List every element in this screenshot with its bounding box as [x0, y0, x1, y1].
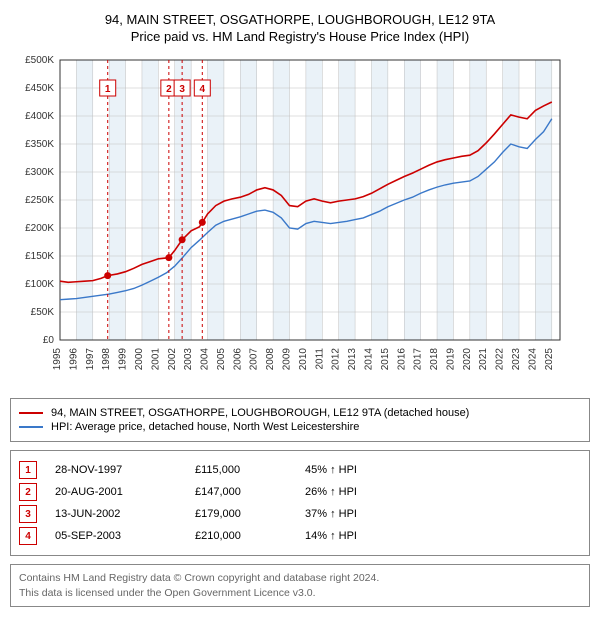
svg-text:£350K: £350K [25, 139, 54, 150]
transaction-marker: 4 [19, 527, 37, 545]
title-line-1: 94, MAIN STREET, OSGATHORPE, LOUGHBOROUG… [10, 12, 590, 27]
transaction-row: 3 13-JUN-2002£179,00037% ↑ HPI [19, 505, 581, 523]
svg-text:1997: 1997 [85, 348, 96, 371]
svg-text:1: 1 [105, 84, 111, 95]
svg-text:2019: 2019 [445, 348, 456, 371]
svg-text:2017: 2017 [413, 348, 424, 371]
svg-text:2024: 2024 [527, 348, 538, 371]
svg-text:2020: 2020 [462, 348, 473, 371]
transaction-date: 20-AUG-2001 [55, 486, 195, 498]
svg-text:2002: 2002 [167, 348, 178, 371]
svg-text:2009: 2009 [282, 348, 293, 371]
transaction-pct: 37% ↑ HPI [305, 508, 415, 520]
svg-text:2016: 2016 [396, 348, 407, 371]
svg-text:£100K: £100K [25, 279, 54, 290]
svg-text:3: 3 [179, 84, 185, 95]
svg-text:2005: 2005 [216, 348, 227, 371]
transaction-date: 05-SEP-2003 [55, 530, 195, 542]
legend-item: 94, MAIN STREET, OSGATHORPE, LOUGHBOROUG… [19, 407, 581, 419]
svg-text:2001: 2001 [150, 348, 161, 371]
svg-text:1999: 1999 [118, 348, 129, 371]
transaction-pct: 26% ↑ HPI [305, 486, 415, 498]
svg-text:2: 2 [166, 84, 172, 95]
svg-text:2018: 2018 [429, 348, 440, 371]
legend-swatch [19, 426, 43, 428]
chart-title-block: 94, MAIN STREET, OSGATHORPE, LOUGHBOROUG… [10, 12, 590, 44]
transaction-pct: 45% ↑ HPI [305, 464, 415, 476]
svg-text:2022: 2022 [495, 348, 506, 371]
transaction-date: 13-JUN-2002 [55, 508, 195, 520]
svg-text:2007: 2007 [249, 348, 260, 371]
transaction-marker: 1 [19, 461, 37, 479]
copyright-notice: Contains HM Land Registry data © Crown c… [10, 564, 590, 607]
legend-label: 94, MAIN STREET, OSGATHORPE, LOUGHBOROUG… [51, 407, 469, 419]
svg-text:£250K: £250K [25, 195, 54, 206]
svg-text:£150K: £150K [25, 251, 54, 262]
title-line-2: Price paid vs. HM Land Registry's House … [10, 29, 590, 44]
transactions-table: 1 28-NOV-1997£115,00045% ↑ HPI 2 20-AUG-200… [10, 450, 590, 556]
transaction-price: £115,000 [195, 464, 305, 476]
transaction-row: 4 05-SEP-2003£210,00014% ↑ HPI [19, 527, 581, 545]
transaction-price: £147,000 [195, 486, 305, 498]
svg-text:2014: 2014 [363, 348, 374, 371]
svg-text:1995: 1995 [52, 348, 63, 371]
transaction-marker: 3 [19, 505, 37, 523]
legend-item: HPI: Average price, detached house, Nort… [19, 421, 581, 433]
svg-text:2008: 2008 [265, 348, 276, 371]
transaction-marker: 2 [19, 483, 37, 501]
svg-text:2025: 2025 [544, 348, 555, 371]
svg-text:£50K: £50K [31, 307, 55, 318]
svg-text:2003: 2003 [183, 348, 194, 371]
svg-text:£0: £0 [43, 335, 55, 346]
line-chart-svg: £0 £50K £100K £150K £200K £250K £300K £350K £400… [10, 50, 570, 390]
svg-text:2013: 2013 [347, 348, 358, 371]
svg-text:2010: 2010 [298, 348, 309, 371]
svg-text:2006: 2006 [232, 348, 243, 371]
transaction-row: 1 28-NOV-1997£115,00045% ↑ HPI [19, 461, 581, 479]
transaction-price: £179,000 [195, 508, 305, 520]
svg-text:£200K: £200K [25, 223, 54, 234]
svg-text:2015: 2015 [380, 348, 391, 371]
copyright-line-2: This data is licensed under the Open Gov… [19, 586, 581, 601]
transaction-date: 28-NOV-1997 [55, 464, 195, 476]
legend-label: HPI: Average price, detached house, Nort… [51, 421, 359, 433]
svg-text:£500K: £500K [25, 55, 54, 66]
svg-text:1996: 1996 [68, 348, 79, 371]
svg-text:£300K: £300K [25, 167, 54, 178]
transaction-pct: 14% ↑ HPI [305, 530, 415, 542]
svg-text:1998: 1998 [101, 348, 112, 371]
svg-text:4: 4 [200, 84, 206, 95]
svg-text:2011: 2011 [314, 348, 325, 370]
svg-text:2004: 2004 [200, 348, 211, 371]
svg-text:2023: 2023 [511, 348, 522, 371]
transaction-row: 2 20-AUG-2001£147,00026% ↑ HPI [19, 483, 581, 501]
legend: 94, MAIN STREET, OSGATHORPE, LOUGHBOROUG… [10, 398, 590, 442]
svg-text:2000: 2000 [134, 348, 145, 371]
svg-text:£450K: £450K [25, 83, 54, 94]
svg-text:£400K: £400K [25, 111, 54, 122]
transaction-price: £210,000 [195, 530, 305, 542]
legend-swatch [19, 412, 43, 414]
copyright-line-1: Contains HM Land Registry data © Crown c… [19, 571, 581, 586]
chart-area: £0 £50K £100K £150K £200K £250K £300K £350K £400… [10, 50, 590, 390]
svg-text:2012: 2012 [331, 348, 342, 371]
svg-text:2021: 2021 [478, 348, 489, 371]
